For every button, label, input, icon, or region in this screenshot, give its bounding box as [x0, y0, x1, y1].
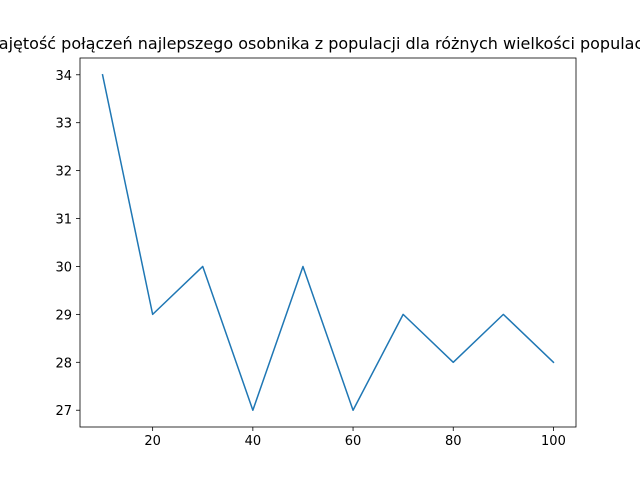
- x-axis: 20 40 60 80 100: [144, 427, 566, 449]
- y-axis: 27 28 29 30 31 32 33 34: [55, 69, 80, 419]
- series-line: [101, 73, 555, 411]
- y-tick-label: 30: [55, 260, 72, 275]
- x-tick-label: 60: [345, 434, 362, 449]
- y-tick-label: 31: [55, 213, 72, 228]
- y-tick-label: 33: [55, 117, 72, 132]
- y-tick-label: 28: [55, 356, 72, 371]
- x-tick-label: 20: [144, 434, 161, 449]
- y-tick-label: 34: [55, 69, 72, 84]
- x-tick-label: 80: [445, 434, 462, 449]
- y-tick-label: 27: [55, 404, 72, 419]
- y-tick-label: 32: [55, 165, 72, 180]
- chart-title: Zajętość połączeń najlepszego osobnika z…: [0, 34, 640, 53]
- plot-frame: [79, 57, 577, 428]
- x-tick-label: 100: [541, 434, 566, 449]
- y-tick-label: 29: [55, 308, 72, 323]
- x-tick-label: 40: [245, 434, 262, 449]
